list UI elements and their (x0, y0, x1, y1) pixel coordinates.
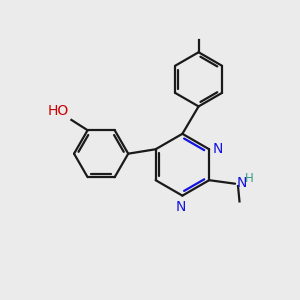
Text: N: N (213, 142, 224, 156)
Text: N: N (176, 200, 186, 214)
Text: N: N (237, 176, 247, 190)
Text: H: H (244, 172, 253, 185)
Text: HO: HO (47, 104, 68, 118)
